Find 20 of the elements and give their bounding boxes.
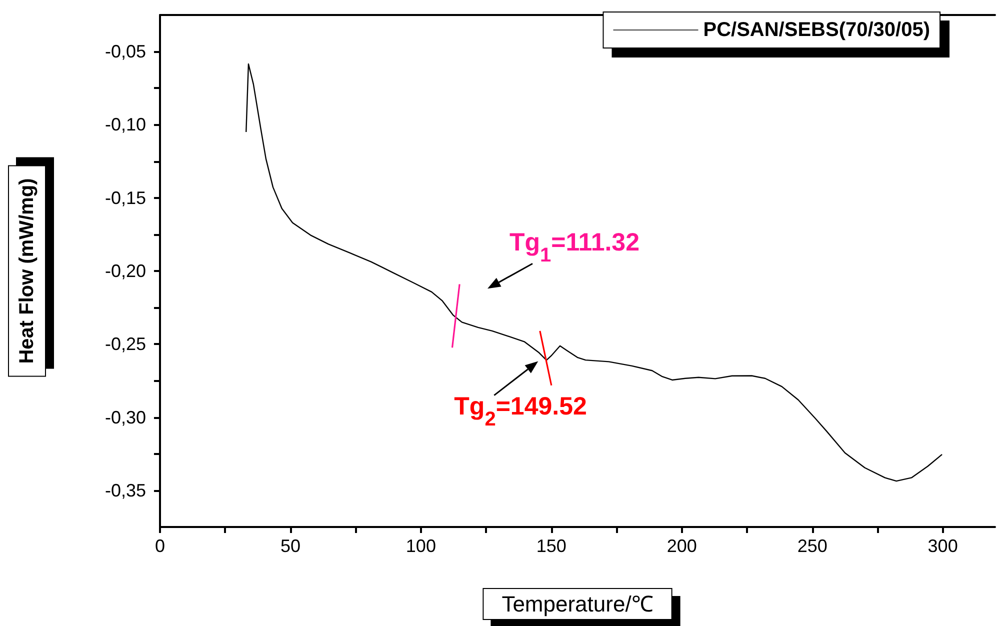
y-tick-label: -0,35 [104, 480, 146, 500]
y-tick-label: -0,05 [104, 42, 146, 62]
x-axis-title: Temperature/℃ [502, 592, 654, 616]
y-tick-label: -0,25 [104, 334, 146, 354]
x-tick-label: 300 [928, 536, 958, 556]
line-series [246, 63, 943, 482]
annotation: Tg$_{2}$=149.52 [454, 392, 587, 430]
y-tick-label: -0,10 [104, 114, 146, 135]
legend-label: PC/SAN/SEBS(70/30/05) [703, 19, 930, 41]
x-tick-label: 150 [536, 536, 566, 556]
y-axis-title: Heat Flow (mW/mg) [16, 178, 38, 364]
x-tick-label: 250 [797, 536, 828, 556]
y-tick-label: -0,30 [104, 407, 146, 428]
x-tick-label: 0 [154, 536, 166, 556]
y-tick-label: -0,20 [104, 261, 146, 281]
x-tick-label: 100 [406, 536, 436, 556]
annotation: Tg$_{1}$=111.32 [510, 228, 640, 267]
x-tick-label: 50 [280, 536, 300, 556]
y-tick-label: -0,15 [104, 188, 146, 208]
x-tick-label: 200 [666, 536, 697, 556]
